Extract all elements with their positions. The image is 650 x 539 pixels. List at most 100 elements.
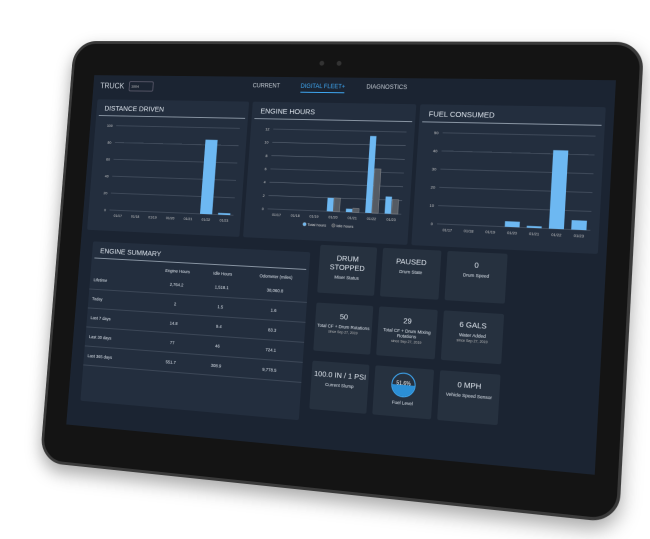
truck-select[interactable]: 1004 <box>128 80 154 92</box>
status-tile: 100.0 IN / 1 PSI Current Slump <box>309 360 370 414</box>
fuel-chart: 0 10 20 30 40 50 01/17 01/18 01/19 01/20 01/21 01/2… <box>429 130 605 239</box>
y-tick-label: 10 <box>429 203 435 208</box>
gridline <box>270 169 403 173</box>
x-tick-label: 01/18 <box>131 215 140 219</box>
x-tick-label: 01/20 <box>507 231 517 236</box>
tile-label: Drum Speed <box>462 272 490 279</box>
status-tile: 0 MPH Vehicle Speed Sensor <box>437 370 501 426</box>
x-tick-label: 01/23 <box>573 234 583 239</box>
tile-label: Mixer Status <box>334 274 359 281</box>
status-tile: 29 Total CF + Drum Mixing Rotations since … <box>376 306 438 360</box>
bar <box>333 198 341 213</box>
y-tick-label: 100 <box>107 123 114 128</box>
gridline <box>115 142 239 145</box>
y-tick-label: 60 <box>106 157 111 162</box>
y-tick-label: 20 <box>431 184 437 189</box>
bar <box>353 208 360 212</box>
fuel-consumed-card: FUEL CONSUMED 0 10 20 30 40 50 01/17 01/18 01/19… <box>411 104 606 254</box>
y-tick-label: 0 <box>431 221 434 226</box>
tile-label: Drum State <box>399 268 423 276</box>
fuel-gauge: 51.6% <box>390 371 417 399</box>
gridline <box>439 187 592 192</box>
table-cell: 1,518.1 <box>200 276 244 299</box>
bar <box>571 220 587 231</box>
bar <box>200 139 218 215</box>
engine-summary-card: ENGINE SUMMARY Engine Hours Idle Hours Odo… <box>80 241 311 421</box>
x-tick-label: 01/19 <box>485 230 495 235</box>
x-tick-label: 01/17 <box>442 228 452 233</box>
table-cell: 551.7 <box>145 350 196 374</box>
x-tick-label: 01/22 <box>367 217 377 221</box>
gridline <box>269 182 403 187</box>
gridline <box>116 126 240 129</box>
tablet-frame: TRUCK 1004 CURRENT DIGITAL FLEET+ DIAGNO… <box>39 41 645 524</box>
row-label: Last 365 days <box>83 345 148 370</box>
engine-hours-chart: 0 2 4 6 8 10 12 01/17 01/18 01/19 01/20 01/21 01/22 0… <box>262 126 415 229</box>
engine-summary-table: Engine Hours Idle Hours Odometer (miles) L… <box>83 258 309 383</box>
distance-chart: 0 20 40 60 80 100 01/17 01/18 01/19 01/20 01/21 01/… <box>103 123 247 223</box>
gridline <box>273 129 406 132</box>
x-tick-label: 01/21 <box>347 216 357 220</box>
gridline <box>112 176 236 180</box>
tile-label: Fuel Level <box>391 399 413 407</box>
sensor-icon <box>336 60 342 66</box>
tab-diagnostics[interactable]: DIAGNOSTICS <box>366 84 408 91</box>
gridline <box>442 151 595 155</box>
y-tick-label: 12 <box>265 126 270 131</box>
dashboard-screen: TRUCK 1004 CURRENT DIGITAL FLEET+ DIAGNO… <box>66 75 616 475</box>
tile-value: 6 GALS <box>459 319 487 331</box>
bar <box>504 221 520 228</box>
tile-value: PAUSED <box>395 256 427 268</box>
y-tick-label: 40 <box>433 148 439 153</box>
x-tick-label: 01/22 <box>551 233 561 238</box>
tile-value: 29 <box>403 316 413 326</box>
gridline <box>271 156 404 160</box>
gridline <box>440 169 593 174</box>
engine-hours-card: ENGINE HOURS 0 2 4 6 8 10 12 01/17 01/18 01/19 01/… <box>243 101 417 245</box>
bar <box>391 199 398 214</box>
x-tick-label: 01/21 <box>529 232 539 237</box>
tile-label: Vehicle Speed Sensor <box>445 391 493 401</box>
x-tick-label: 01/17 <box>113 214 122 218</box>
tile-value: 100.0 IN / 1 PSI <box>313 368 367 382</box>
x-tick-label: 01/22 <box>201 218 210 222</box>
gridline <box>438 206 591 212</box>
x-tick-label: 01/19 <box>309 214 318 218</box>
y-tick-label: 80 <box>107 140 112 145</box>
x-tick-label: 01/23 <box>219 219 228 223</box>
legend-swatch <box>303 222 307 226</box>
status-tile: 6 GALS Water Added since Sep 27, 2019 <box>440 310 505 365</box>
distance-driven-card: DISTANCE DRIVEN 0 20 40 60 80 100 01/17 01/18 01… <box>87 99 250 237</box>
bar <box>384 196 393 214</box>
gridline <box>272 142 405 145</box>
gridline <box>111 193 235 198</box>
gridline <box>114 159 238 163</box>
bar <box>345 208 352 212</box>
truck-label: TRUCK <box>100 81 125 90</box>
status-tile: 51.6% Fuel Level <box>372 365 435 420</box>
table-cell: 9,778.5 <box>236 357 303 383</box>
x-tick-label: 01/21 <box>184 217 193 221</box>
bar <box>372 169 381 214</box>
tab-digital-fleet[interactable]: DIGITAL FLEET+ <box>300 83 346 93</box>
camera-icon <box>319 60 325 66</box>
tile-value: 50 <box>339 312 349 322</box>
y-tick-label: 6 <box>264 166 267 171</box>
status-tile: DRUM STOPPED Mixer Status <box>317 244 378 296</box>
gridline <box>110 210 234 215</box>
y-tick-label: 2 <box>263 193 265 198</box>
top-bar: TRUCK 1004 CURRENT DIGITAL FLEET+ DIAGNO… <box>93 75 616 103</box>
legend-swatch <box>331 223 336 228</box>
bar <box>548 150 569 230</box>
gridline <box>443 133 596 136</box>
x-tick-label: 01/18 <box>464 229 474 234</box>
bar <box>326 197 334 212</box>
y-tick-label: 10 <box>264 140 269 145</box>
legend-label: Total hours <box>307 222 326 228</box>
tile-value: 0 <box>474 260 480 270</box>
tab-current[interactable]: CURRENT <box>252 82 281 90</box>
tile-value: DRUM STOPPED <box>329 253 366 274</box>
tile-value: 0 MPH <box>457 379 482 392</box>
x-tick-label: 01/18 <box>290 214 299 218</box>
y-tick-label: 4 <box>263 180 266 185</box>
